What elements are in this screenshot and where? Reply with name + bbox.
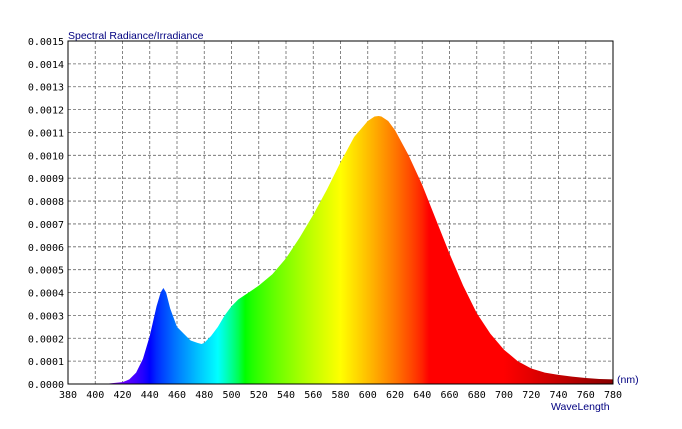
y-tick-label: 0.0002 <box>28 334 64 345</box>
y-tick-label: 0.0003 <box>28 311 64 322</box>
y-tick-label: 0.0015 <box>28 37 64 48</box>
x-tick-label: 660 <box>440 390 458 401</box>
x-tick-label: 760 <box>577 390 595 401</box>
x-tick-label: 420 <box>113 390 131 401</box>
y-tick-label: 0.0007 <box>28 220 64 231</box>
y-tick-label: 0.0013 <box>28 83 64 94</box>
x-tick-label: 460 <box>168 390 186 401</box>
x-tick-label: 400 <box>86 390 104 401</box>
x-unit-label: (nm) <box>617 374 639 386</box>
y-tick-label: 0.0014 <box>28 60 64 71</box>
x-tick-label: 700 <box>495 390 513 401</box>
y-tick-label: 0.0006 <box>28 243 64 254</box>
y-axis-ticks: 0.0000 0.0001 0.0002 0.0003 0.0004 0.0005 0.00… <box>28 37 64 391</box>
spectrum-area <box>68 116 613 384</box>
y-tick-label: 0.0000 <box>28 380 64 391</box>
x-tick-label: 480 <box>195 390 213 401</box>
x-tick-label: 500 <box>222 390 240 401</box>
x-tick-label: 640 <box>413 390 431 401</box>
y-tick-label: 0.0001 <box>28 357 64 368</box>
x-tick-label: 520 <box>250 390 268 401</box>
x-tick-label: 440 <box>141 390 159 401</box>
x-tick-label: 560 <box>304 390 322 401</box>
x-axis-label: WaveLength <box>551 401 610 413</box>
y-tick-label: 0.0005 <box>28 266 64 277</box>
x-axis-ticks: 380 400 420 440 460 480 500 520 540 560 580 600 620 6… <box>59 390 622 401</box>
y-tick-label: 0.0008 <box>28 197 64 208</box>
plot-frame <box>67 40 614 385</box>
x-tick-label: 680 <box>468 390 486 401</box>
x-tick-label: 380 <box>59 390 77 401</box>
x-tick-label: 540 <box>277 390 295 401</box>
x-tick-label: 720 <box>522 390 540 401</box>
x-tick-label: 580 <box>331 390 349 401</box>
y-tick-label: 0.0012 <box>28 106 64 117</box>
y-tick-label: 0.0010 <box>28 151 64 162</box>
y-tick-label: 0.0009 <box>28 174 64 185</box>
x-tick-label: 620 <box>386 390 404 401</box>
chart-title: Spectral Radiance/Irradiance <box>68 30 204 42</box>
y-tick-label: 0.0004 <box>28 289 64 300</box>
x-tick-label: 780 <box>604 390 622 401</box>
x-tick-label: 740 <box>549 390 567 401</box>
y-tick-label: 0.0011 <box>28 128 64 139</box>
x-tick-label: 600 <box>359 390 377 401</box>
